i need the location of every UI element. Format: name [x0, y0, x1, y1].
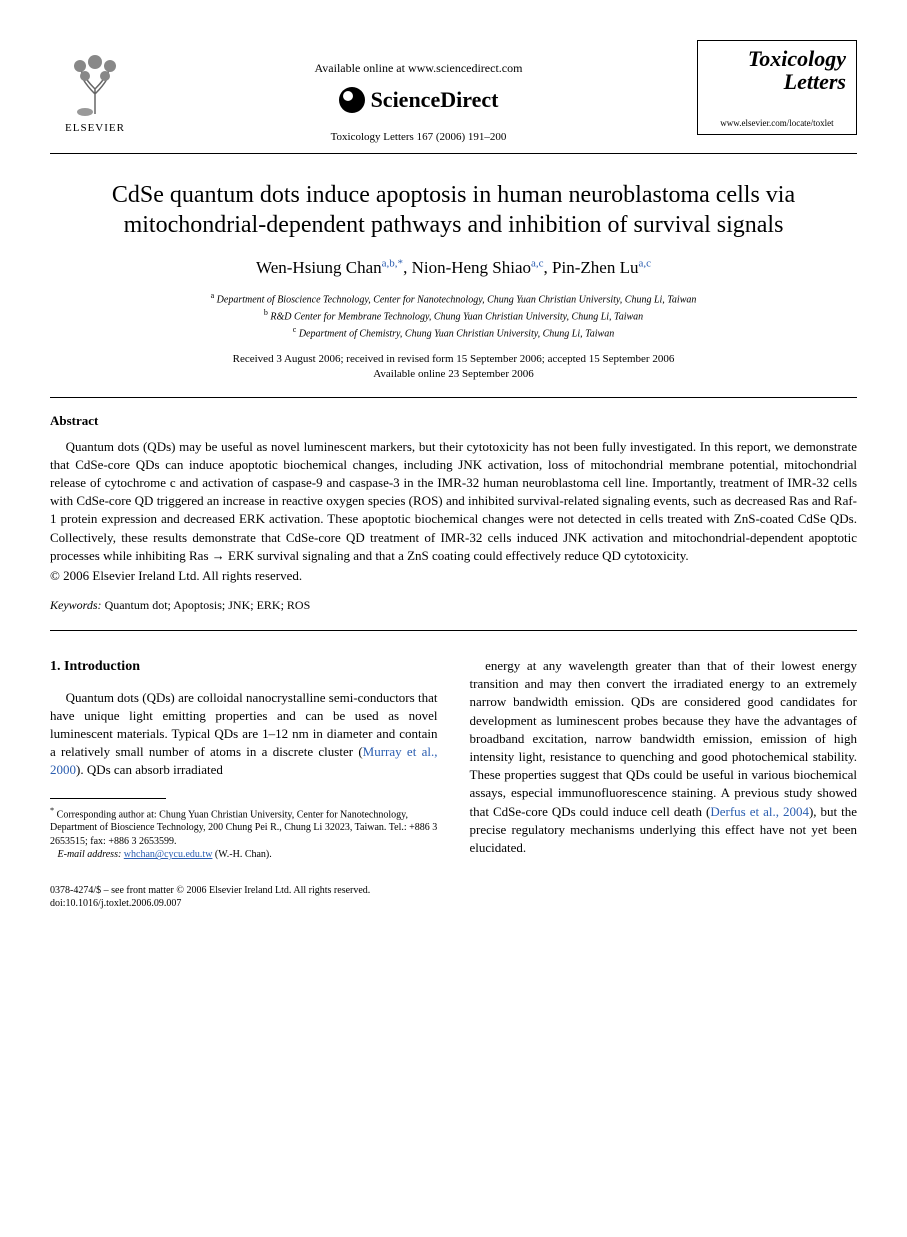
- column-right: energy at any wavelength greater than th…: [470, 657, 858, 862]
- keywords-values: Quantum dot; Apoptosis; JNK; ERK; ROS: [102, 598, 311, 612]
- affiliation-c: Department of Chemistry, Chung Yuan Chri…: [299, 329, 614, 340]
- author-1: Wen-Hsiung Chan: [256, 258, 382, 277]
- center-header: Available online at www.sciencedirect.co…: [140, 40, 697, 145]
- author-2: Nion-Heng Shiao: [412, 258, 531, 277]
- elsevier-label: ELSEVIER: [65, 121, 125, 136]
- footer-doi: doi:10.1016/j.toxlet.2006.09.007: [50, 898, 181, 909]
- dates-line-1: Received 3 August 2006; received in revi…: [233, 353, 675, 365]
- author-2-affil: a,c: [531, 257, 544, 269]
- abstract-body: Quantum dots (QDs) may be useful as nove…: [50, 438, 857, 565]
- keywords-label: Keywords:: [50, 598, 102, 612]
- author-3: Pin-Zhen Lu: [552, 258, 638, 277]
- affiliation-b: R&D Center for Membrane Technology, Chun…: [270, 311, 643, 322]
- corresponding-author-footnote: * Corresponding author at: Chung Yuan Ch…: [50, 805, 438, 862]
- body-two-column: 1. Introduction Quantum dots (QDs) are c…: [50, 657, 857, 862]
- article-title: CdSe quantum dots induce apoptosis in hu…: [50, 180, 857, 240]
- abstract-section: Abstract Quantum dots (QDs) may be usefu…: [50, 412, 857, 614]
- abstract-copyright: © 2006 Elsevier Ireland Ltd. All rights …: [50, 567, 857, 585]
- journal-title: Toxicology Letters: [708, 47, 846, 93]
- email-label: E-mail address:: [58, 849, 122, 860]
- elsevier-logo: ELSEVIER: [50, 40, 140, 140]
- pre-abstract-rule: [50, 397, 857, 398]
- page-footer: 0378-4274/$ – see front matter © 2006 El…: [50, 884, 857, 911]
- affiliation-a: Department of Bioscience Technology, Cen…: [217, 294, 697, 305]
- post-abstract-rule: [50, 630, 857, 631]
- intro-heading: 1. Introduction: [50, 657, 438, 677]
- header-rule: [50, 153, 857, 154]
- abstract-heading: Abstract: [50, 412, 857, 430]
- corresponding-email[interactable]: whchan@cycu.edu.tw: [124, 849, 213, 860]
- sciencedirect-icon: [339, 87, 365, 113]
- sciencedirect-text: ScienceDirect: [371, 85, 499, 116]
- citation-derfus[interactable]: Derfus et al., 2004: [710, 804, 809, 819]
- dates-line-2: Available online 23 September 2006: [373, 368, 533, 380]
- affiliations: a Department of Bioscience Technology, C…: [50, 290, 857, 342]
- available-online-text: Available online at www.sciencedirect.co…: [140, 60, 697, 77]
- intro-paragraph-left: Quantum dots (QDs) are colloidal nanocry…: [50, 689, 438, 780]
- author-3-affil: a,c: [638, 257, 651, 269]
- citation-line: Toxicology Letters 167 (2006) 191–200: [140, 130, 697, 145]
- article-dates: Received 3 August 2006; received in revi…: [50, 352, 857, 383]
- journal-box: Toxicology Letters www.elsevier.com/loca…: [697, 40, 857, 135]
- footer-issn: 0378-4274/$ – see front matter © 2006 El…: [50, 885, 370, 896]
- author-1-affil: a,b,*: [382, 257, 403, 269]
- column-left: 1. Introduction Quantum dots (QDs) are c…: [50, 657, 438, 862]
- elsevier-tree-icon: [55, 44, 135, 119]
- keywords-line: Keywords: Quantum dot; Apoptosis; JNK; E…: [50, 597, 857, 614]
- intro-paragraph-right: energy at any wavelength greater than th…: [470, 657, 858, 857]
- sciencedirect-brand: ScienceDirect: [140, 85, 697, 116]
- page-header: ELSEVIER Available online at www.science…: [50, 40, 857, 145]
- authors-line: Wen-Hsiung Chana,b,*, Nion-Heng Shiaoa,c…: [50, 256, 857, 280]
- footnote-rule: [50, 798, 166, 799]
- journal-url[interactable]: www.elsevier.com/locate/toxlet: [708, 117, 846, 130]
